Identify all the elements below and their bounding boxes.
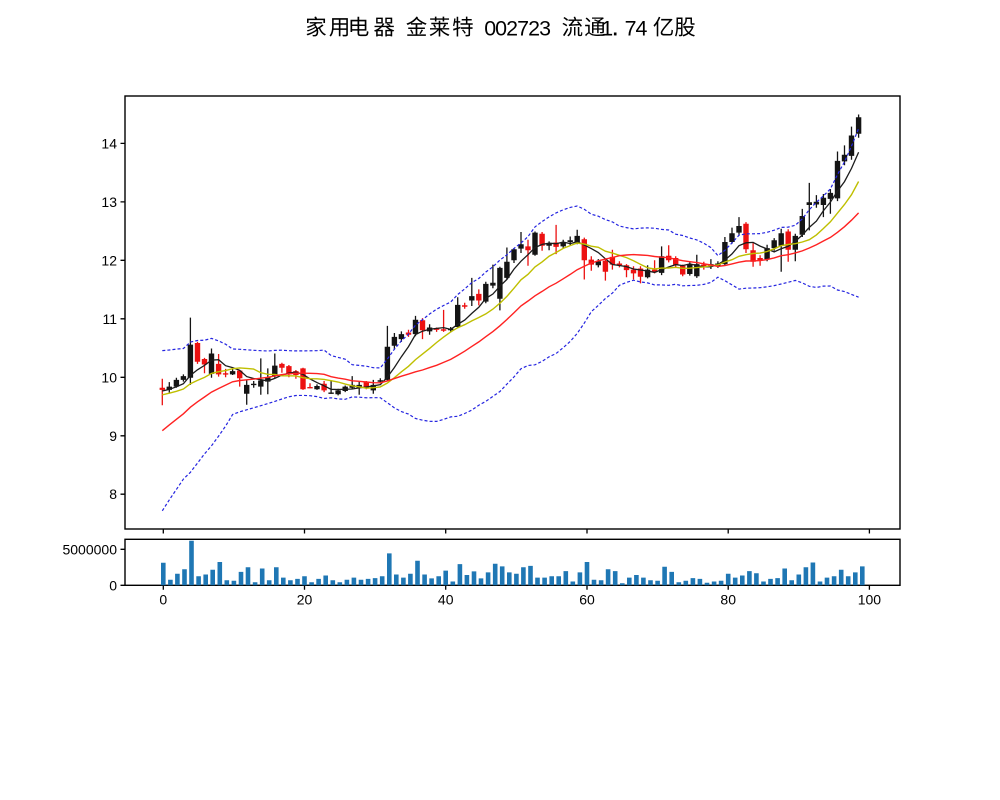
svg-text:8: 8 xyxy=(109,486,117,502)
svg-text:12: 12 xyxy=(101,252,117,268)
svg-text:9: 9 xyxy=(109,428,117,444)
svg-text:60: 60 xyxy=(579,592,595,608)
svg-text:11: 11 xyxy=(102,311,117,327)
svg-text:002723: 002723 xyxy=(484,16,550,40)
svg-text:80: 80 xyxy=(720,592,736,608)
svg-text:74: 74 xyxy=(625,16,648,40)
svg-text:10: 10 xyxy=(101,369,117,385)
svg-text:20: 20 xyxy=(297,592,313,608)
svg-text:0: 0 xyxy=(109,577,117,593)
svg-text:100: 100 xyxy=(858,592,882,608)
svg-text:1: 1 xyxy=(601,16,613,40)
svg-text:0: 0 xyxy=(159,592,167,608)
svg-text:13: 13 xyxy=(101,194,117,210)
svg-text:14: 14 xyxy=(101,135,117,151)
svg-text:5000000: 5000000 xyxy=(62,541,117,557)
svg-text:40: 40 xyxy=(438,592,454,608)
